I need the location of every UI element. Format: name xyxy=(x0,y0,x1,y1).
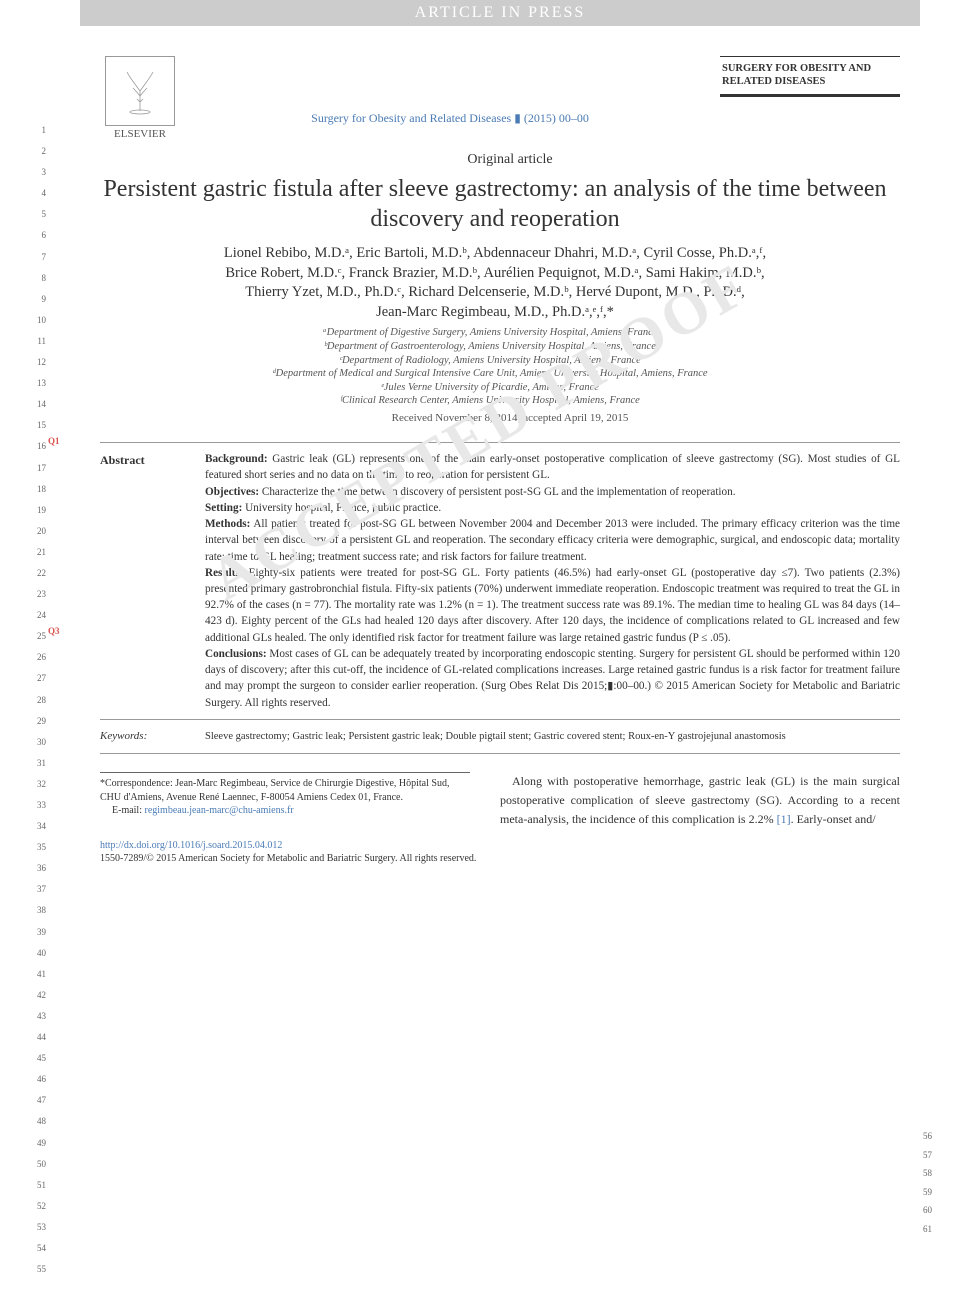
abstract-conclusions-h: Conclusions: xyxy=(205,648,267,660)
author-line: Brice Robert, M.D.ᶜ, Franck Brazier, M.D… xyxy=(100,264,890,284)
query-marker-q1: Q1 xyxy=(48,436,60,446)
affiliation-c: ᶜDepartment of Radiology, Amiens Univers… xyxy=(110,354,870,368)
affiliation-f: ᶠClinical Research Center, Amiens Univer… xyxy=(110,394,870,408)
publisher-name: ELSEVIER xyxy=(114,128,166,140)
abstract-block: Abstract Background: Gastric leak (GL) r… xyxy=(100,442,900,720)
keywords-text: Sleeve gastrectomy; Gastric leak; Persis… xyxy=(205,730,900,744)
received-date: Received November 8, 2014; accepted Apri… xyxy=(60,412,960,424)
journal-header-row: ELSEVIER Surgery for Obesity and Related… xyxy=(100,56,900,140)
affiliation-d: ᵈDepartment of Medical and Surgical Inte… xyxy=(110,367,870,381)
abstract-setting-h: Setting: xyxy=(205,502,242,514)
journal-citation: Surgery for Obesity and Related Diseases… xyxy=(180,56,720,126)
elsevier-tree-icon xyxy=(105,56,175,126)
abstract-objectives-h: Objectives: xyxy=(205,486,259,498)
abstract-methods: All patients treated for post-SG GL betw… xyxy=(205,518,900,562)
email-label: E-mail: xyxy=(112,805,145,816)
keywords-label: Keywords: xyxy=(100,730,205,744)
abstract-conclusions: Most cases of GL can be adequately treat… xyxy=(205,648,900,709)
abstract-label: Abstract xyxy=(100,451,205,711)
article-in-press-banner: ARTICLE IN PRESS xyxy=(80,0,920,26)
intro-text: Along with postoperative hemorrhage, gas… xyxy=(500,774,900,825)
affiliation-a: ᵃDepartment of Digestive Surgery, Amiens… xyxy=(110,326,870,340)
correspondence-email[interactable]: regimbeau.jean-marc@chu-amiens.fr xyxy=(145,805,294,816)
affiliation-e: ᵉJules Verne University of Picardie, Ami… xyxy=(110,381,870,395)
abstract-results-h: Results: xyxy=(205,567,244,579)
abstract-background-h: Background: xyxy=(205,453,268,465)
author-line: Thierry Yzet, M.D., Ph.D.ᶜ, Richard Delc… xyxy=(100,283,890,303)
abstract-results: Eighty-six patients were treated for pos… xyxy=(205,567,900,644)
affiliations: ᵃDepartment of Digestive Surgery, Amiens… xyxy=(110,326,870,408)
line-numbers-right: 565758596061 xyxy=(914,1127,932,1239)
abstract-background: Gastric leak (GL) represents one of the … xyxy=(205,453,900,481)
abstract-setting: University hospital, France, public prac… xyxy=(242,502,441,514)
publisher-logo: ELSEVIER xyxy=(100,56,180,140)
author-list: Lionel Rebibo, M.D.ᵃ, Eric Bartoli, M.D.… xyxy=(100,244,890,322)
author-line: Jean-Marc Regimbeau, M.D., Ph.D.ᵃ,ᵉ,ᶠ,* xyxy=(100,303,890,323)
line-numbers-left: 1234567891011121314151617181920212223242… xyxy=(28,120,46,1280)
correspondence-footnote: *Correspondence: Jean-Marc Regimbeau, Se… xyxy=(100,772,470,828)
copyright: 1550-7289/© 2015 American Society for Me… xyxy=(100,853,900,864)
journal-brand: SURGERY FOR OBESITY AND RELATED DISEASES xyxy=(720,56,900,97)
article-title: Persistent gastric fistula after sleeve … xyxy=(90,174,900,234)
abstract-methods-h: Methods: xyxy=(205,518,250,530)
keywords-row: Keywords: Sleeve gastrectomy; Gastric le… xyxy=(100,726,900,755)
body-columns: *Correspondence: Jean-Marc Regimbeau, Se… xyxy=(100,772,900,828)
intro-paragraph: Along with postoperative hemorrhage, gas… xyxy=(500,772,900,828)
abstract-objectives: Characterize the time between discovery … xyxy=(259,486,735,498)
correspondence-text: *Correspondence: Jean-Marc Regimbeau, Se… xyxy=(100,778,449,803)
abstract-body: Background: Gastric leak (GL) represents… xyxy=(205,451,900,711)
query-marker-q3: Q3 xyxy=(48,626,60,636)
author-line: Lionel Rebibo, M.D.ᵃ, Eric Bartoli, M.D.… xyxy=(100,244,890,264)
doi-link[interactable]: http://dx.doi.org/10.1016/j.soard.2015.0… xyxy=(100,840,900,851)
affiliation-b: ᵇDepartment of Gastroenterology, Amiens … xyxy=(110,340,870,354)
article-type: Original article xyxy=(60,152,960,168)
